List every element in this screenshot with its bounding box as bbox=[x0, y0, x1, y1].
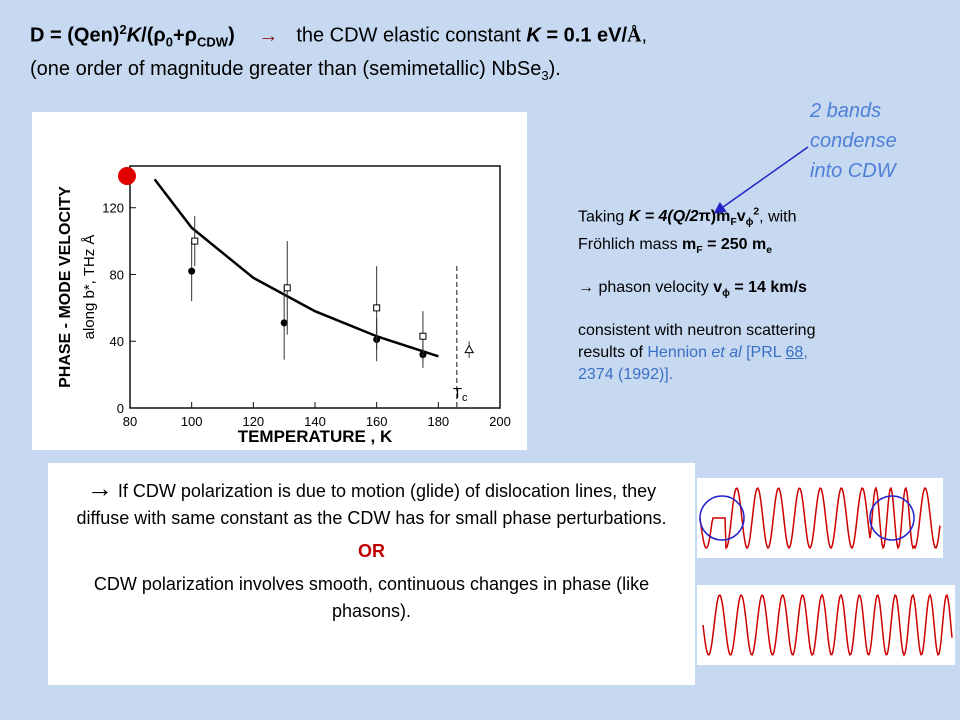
text: m bbox=[682, 235, 697, 253]
arrow: → bbox=[86, 473, 113, 503]
point bbox=[188, 267, 196, 275]
text: )m bbox=[710, 208, 731, 226]
right-text-3: consistent with neutron scattering resul… bbox=[578, 320, 815, 386]
text: ϕ bbox=[722, 288, 730, 300]
tc-label: Tc bbox=[453, 385, 468, 404]
point bbox=[191, 237, 199, 245]
text: (one order of magnitude greater than (se… bbox=[30, 58, 542, 80]
text: = 14 km/s bbox=[729, 279, 807, 296]
text: F bbox=[696, 244, 703, 256]
title-line-2: (one order of magnitude greater than (se… bbox=[30, 58, 561, 83]
text: 2 bands bbox=[810, 100, 882, 122]
y-tick-label: 120 bbox=[102, 201, 124, 216]
arrow: → bbox=[258, 24, 279, 47]
x-tick-label: 120 bbox=[242, 414, 264, 429]
text: 3 bbox=[541, 68, 549, 83]
text: , with bbox=[759, 208, 797, 226]
y-axis-label: PHASE - MODE VELOCITY bbox=[57, 186, 74, 388]
y-tick-label: 40 bbox=[110, 334, 124, 349]
text: 0 bbox=[165, 34, 173, 50]
wave-circle bbox=[869, 495, 915, 541]
text: π bbox=[698, 208, 711, 226]
text: v bbox=[736, 208, 746, 226]
text: + bbox=[172, 24, 185, 47]
wave-circle bbox=[699, 495, 745, 541]
x-axis-label: TEMPERATURE , K bbox=[238, 427, 393, 446]
text: Å bbox=[627, 24, 642, 47]
text: D = (Qen) bbox=[30, 24, 120, 47]
text: CDW bbox=[197, 34, 229, 50]
text: K bbox=[126, 24, 142, 47]
x-tick-label: 160 bbox=[366, 414, 388, 429]
text: c bbox=[462, 392, 468, 404]
wave bbox=[702, 593, 953, 657]
text: results of bbox=[578, 344, 648, 361]
link[interactable]: 68 bbox=[785, 344, 804, 361]
wave bbox=[699, 486, 941, 550]
y-axis-label: along b*, THz Å bbox=[81, 235, 98, 340]
text: ρ bbox=[153, 24, 166, 47]
text: condense bbox=[810, 130, 897, 152]
text: 2374 (1992)]. bbox=[578, 366, 674, 383]
x-tick-label: 200 bbox=[489, 414, 511, 429]
text: the CDW elastic constant bbox=[296, 24, 527, 47]
x-tick-label: 140 bbox=[304, 414, 326, 429]
point bbox=[283, 284, 291, 292]
text: CDW polarization involves smooth, contin… bbox=[93, 574, 650, 621]
text: consistent with neutron scattering bbox=[578, 322, 816, 339]
text: K = 4(Q/2 bbox=[628, 208, 699, 226]
point bbox=[464, 344, 475, 354]
text: F bbox=[730, 217, 737, 229]
text: 2 bbox=[753, 207, 760, 218]
text: 2 bbox=[119, 22, 127, 37]
text: Taking bbox=[578, 208, 629, 226]
right-text-1: Taking K = 4(Q/2π)mFvϕ2, with Fröhlich m… bbox=[578, 202, 797, 261]
text: e bbox=[766, 244, 773, 256]
text: K bbox=[526, 24, 541, 47]
text: , bbox=[641, 24, 648, 47]
text: et al bbox=[711, 344, 742, 361]
highlight-dot bbox=[118, 167, 136, 185]
arrow bbox=[713, 146, 809, 214]
text: OR bbox=[358, 541, 385, 561]
point bbox=[280, 319, 288, 327]
text: [PRL bbox=[741, 344, 786, 361]
x-tick-label: 80 bbox=[123, 414, 137, 429]
text: ) bbox=[228, 24, 235, 47]
text: ρ bbox=[184, 24, 198, 47]
y-tick-label: 80 bbox=[110, 267, 124, 282]
text: T bbox=[453, 385, 462, 402]
text-box: → If CDW polarization is due to motion (… bbox=[48, 463, 695, 685]
text: into CDW bbox=[810, 160, 896, 182]
side-note: 2 bands condense into CDW bbox=[810, 96, 897, 186]
text: , bbox=[803, 344, 808, 361]
text: ϕ bbox=[745, 217, 754, 229]
text: = 250 m bbox=[702, 235, 767, 253]
text: = 0.1 eV/ bbox=[540, 24, 628, 47]
figure: 80 100 120 140 160 180 20004080120TEMPERATURE … bbox=[32, 112, 527, 450]
text: Fröhlich mass bbox=[578, 235, 683, 253]
y-tick-label: 0 bbox=[117, 401, 124, 416]
x-tick-label: 100 bbox=[181, 414, 203, 429]
right-text-2: → phason velocity vϕ = 14 km/s bbox=[578, 277, 807, 304]
point bbox=[419, 332, 427, 340]
x-tick-label: 180 bbox=[427, 414, 449, 429]
text: → phason velocity bbox=[578, 279, 714, 296]
point bbox=[373, 304, 381, 312]
text: ). bbox=[548, 58, 561, 80]
text: If CDW polarization is due to motion (gl… bbox=[76, 481, 667, 528]
text: /( bbox=[141, 24, 154, 47]
title-line-1: D = (Qen)2K/(ρ0+ρCDW) → the CDW elastic c… bbox=[30, 22, 647, 50]
text: Hennion bbox=[647, 344, 712, 361]
text: v bbox=[713, 279, 723, 296]
